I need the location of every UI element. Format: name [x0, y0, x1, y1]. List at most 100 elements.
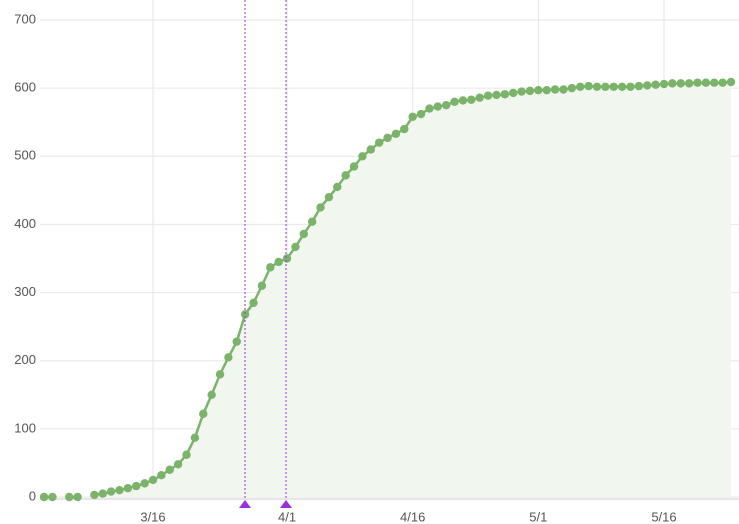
- y-tick-label: 500: [14, 148, 36, 163]
- point: [324, 192, 334, 202]
- x-tick-label: 5/16: [651, 509, 676, 524]
- point: [299, 229, 308, 239]
- point: [534, 85, 543, 95]
- point: [266, 263, 275, 272]
- point: [165, 465, 174, 474]
- point: [617, 82, 627, 91]
- y-tick-label: 600: [14, 80, 36, 95]
- point: [643, 81, 652, 90]
- point: [492, 90, 501, 100]
- point: [132, 481, 141, 491]
- point: [576, 82, 585, 91]
- point: [291, 242, 300, 252]
- point: [517, 87, 526, 96]
- y-tick-label: 300: [14, 284, 36, 299]
- point: [39, 492, 49, 502]
- point: [349, 162, 359, 171]
- point: [450, 97, 459, 106]
- point: [634, 81, 644, 91]
- point: [626, 82, 635, 91]
- point: [98, 489, 107, 498]
- point: [207, 390, 216, 399]
- x-tick-label: 4/1: [278, 509, 296, 524]
- point: [425, 104, 434, 113]
- y-tick-label: 200: [14, 352, 36, 367]
- marker-triangle[interactable]: [280, 500, 292, 508]
- point: [358, 152, 367, 161]
- point: [550, 85, 560, 94]
- point: [199, 409, 208, 419]
- point: [282, 254, 292, 263]
- point: [584, 81, 593, 91]
- plot: [39, 77, 736, 502]
- point: [123, 483, 133, 493]
- point: [433, 102, 443, 111]
- point: [441, 100, 451, 110]
- point: [509, 88, 518, 98]
- point: [316, 203, 325, 212]
- point: [592, 82, 602, 91]
- area: [44, 82, 732, 497]
- point: [115, 485, 124, 495]
- point: [374, 138, 384, 147]
- point: [609, 82, 618, 91]
- point: [341, 171, 350, 180]
- point: [366, 145, 376, 154]
- point: [710, 78, 719, 87]
- point: [148, 475, 158, 485]
- point: [90, 490, 99, 500]
- x-tick-label: 4/16: [400, 509, 425, 524]
- point: [559, 85, 568, 94]
- point: [458, 96, 468, 105]
- y-tick-label: 100: [14, 420, 36, 435]
- point: [249, 298, 258, 307]
- point: [525, 86, 535, 96]
- point: [157, 470, 166, 480]
- point: [408, 112, 417, 121]
- point: [73, 492, 82, 502]
- point: [483, 91, 493, 100]
- point: [190, 433, 200, 442]
- point: [684, 79, 694, 88]
- point: [567, 83, 577, 93]
- point: [307, 217, 317, 226]
- point: [106, 487, 116, 496]
- point: [659, 79, 669, 89]
- point: [500, 90, 510, 99]
- point: [467, 95, 476, 104]
- point: [668, 79, 677, 88]
- point: [718, 78, 727, 87]
- x-tick-label: 5/1: [529, 509, 547, 524]
- point: [601, 82, 610, 91]
- point: [383, 133, 392, 143]
- x-tick-label: 3/16: [140, 509, 165, 524]
- point: [400, 124, 409, 134]
- point: [257, 281, 267, 290]
- point: [542, 85, 551, 95]
- point: [173, 460, 183, 469]
- point: [224, 353, 233, 362]
- point: [140, 479, 149, 488]
- y-tick-label: 700: [14, 11, 36, 26]
- point: [274, 257, 283, 267]
- point: [333, 182, 342, 192]
- point: [182, 450, 191, 459]
- point: [475, 93, 484, 102]
- y-tick-label: 400: [14, 216, 36, 231]
- point: [232, 337, 241, 346]
- point: [693, 78, 702, 87]
- point: [391, 129, 401, 138]
- event-markers: [239, 0, 292, 508]
- point: [65, 492, 74, 502]
- point: [726, 77, 736, 87]
- point: [48, 492, 57, 502]
- point: [215, 370, 225, 379]
- point: [676, 79, 685, 88]
- marker-triangle[interactable]: [239, 500, 251, 508]
- y-tick-label: 0: [29, 488, 36, 503]
- point: [240, 310, 250, 319]
- point: [416, 109, 426, 119]
- point: [651, 80, 660, 89]
- point: [701, 78, 711, 87]
